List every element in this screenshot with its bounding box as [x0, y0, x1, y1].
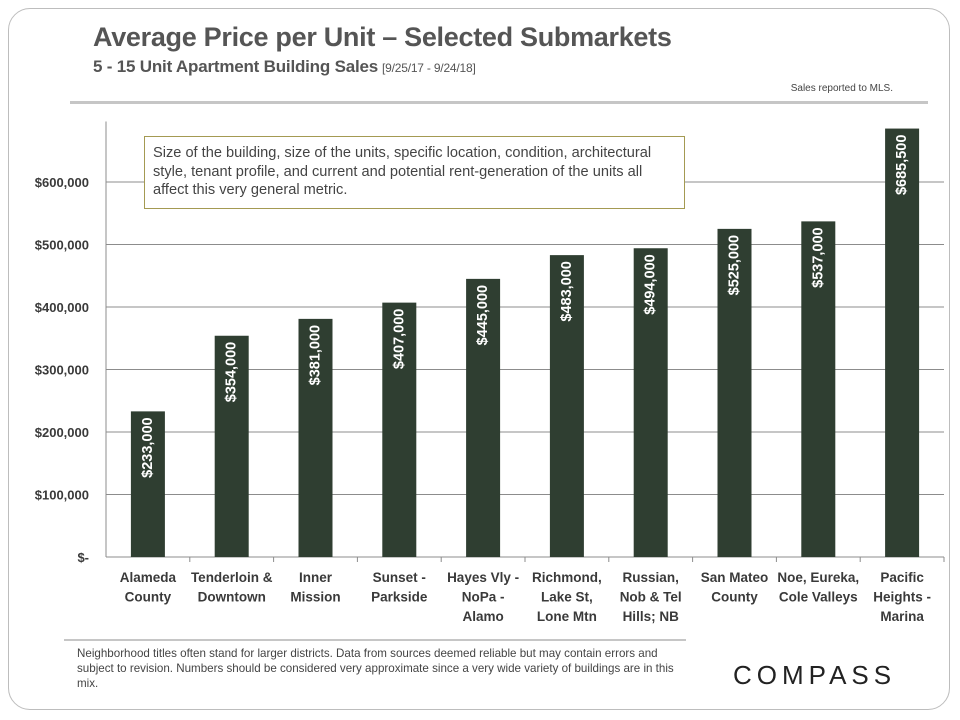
x-category-label-line: Lake St,	[541, 590, 593, 605]
x-category-label-line: County	[125, 590, 172, 605]
x-category-label: San Mateo County	[701, 570, 769, 605]
x-category-label-line: Pacific	[880, 570, 924, 585]
x-category-label-line: Sunset -	[373, 570, 426, 585]
bar-value-label: $354,000	[224, 342, 240, 402]
bar	[298, 318, 333, 557]
chart-subtitle: 5 - 15 Unit Apartment Building Sales [9/2…	[93, 57, 476, 77]
bar-value-label: $494,000	[643, 254, 659, 314]
bar	[130, 411, 165, 557]
bar	[633, 248, 668, 557]
x-category-label-line: Hayes Vly -	[447, 570, 519, 585]
bar-value-label: $685,500	[894, 135, 910, 195]
source-note: Sales reported to MLS.	[790, 83, 893, 94]
x-category-label: Noe, Eureka, Cole Valleys	[777, 570, 859, 605]
x-category-label: Alameda County	[120, 570, 177, 605]
x-category-label-line: Mission	[290, 590, 340, 605]
x-category-label-line: San Mateo	[701, 570, 769, 585]
x-category-label-line: Heights -	[873, 590, 931, 605]
callout-box: Size of the building, size of the units,…	[144, 136, 685, 209]
bar	[717, 228, 752, 557]
x-category-label: Pacific Heights - Marina	[873, 570, 931, 624]
x-category-label: Sunset - Parkside	[371, 570, 428, 605]
x-category-label: Hayes Vly - NoPa - Alamo	[447, 570, 519, 624]
bar	[214, 335, 249, 557]
x-category-label-line: Cole Valleys	[779, 590, 858, 605]
bar	[885, 128, 920, 557]
slide-frame	[8, 8, 950, 710]
x-category-label-line: NoPa -	[462, 590, 505, 605]
x-category-label-line: Inner	[299, 570, 333, 585]
subtitle-text: 5 - 15 Unit Apartment Building Sales	[93, 57, 378, 76]
y-tick-label: $-	[77, 550, 89, 565]
x-category-label: Inner Mission	[290, 570, 340, 605]
y-tick-label: $500,000	[35, 238, 89, 253]
x-category-label-line: Lone Mtn	[537, 609, 597, 624]
date-range: [9/25/17 - 9/24/18]	[382, 61, 476, 75]
x-category-label: Russian, Nob & Tel Hills; NB	[620, 570, 682, 624]
y-tick-label: $400,000	[35, 300, 89, 315]
x-category-label-line: Marina	[880, 609, 924, 624]
compass-logo: COMPASS	[733, 660, 897, 690]
bar-value-label: $445,000	[475, 285, 491, 345]
x-category-label: Tenderloin & Downtown	[191, 570, 273, 605]
bar-value-label: $407,000	[391, 309, 407, 369]
y-tick-label: $200,000	[35, 425, 89, 440]
x-category-label-line: Russian,	[623, 570, 679, 585]
bar-value-label: $233,000	[140, 417, 156, 477]
x-category-label-line: Tenderloin &	[191, 570, 273, 585]
x-category-label-line: County	[711, 590, 758, 605]
bar	[382, 302, 417, 557]
y-tick-label: $100,000	[35, 488, 89, 503]
x-category-label: Richmond, Lake St, Lone Mtn	[532, 570, 602, 624]
bar	[466, 278, 501, 557]
x-category-label-line: Alameda	[120, 570, 177, 585]
header-divider	[70, 101, 928, 104]
x-category-label-line: Noe, Eureka,	[777, 570, 859, 585]
bar	[549, 255, 584, 557]
footnote: Neighborhood titles often stand for larg…	[64, 639, 686, 691]
x-category-label-line: Downtown	[198, 590, 266, 605]
y-tick-label: $600,000	[35, 175, 89, 190]
x-category-label-line: Parkside	[371, 590, 428, 605]
bar-value-label: $537,000	[810, 227, 826, 287]
chart-title: Average Price per Unit – Selected Submar…	[93, 22, 672, 52]
bar-value-label: $525,000	[727, 235, 743, 295]
bar	[801, 221, 836, 557]
bar-value-label: $483,000	[559, 261, 575, 321]
bar-value-label: $381,000	[308, 325, 324, 385]
x-category-label-line: Alamo	[462, 609, 503, 624]
x-category-label-line: Hills; NB	[623, 609, 680, 624]
x-category-label-line: Richmond,	[532, 570, 602, 585]
y-tick-label: $300,000	[35, 363, 89, 378]
x-category-label-line: Nob & Tel	[620, 590, 682, 605]
